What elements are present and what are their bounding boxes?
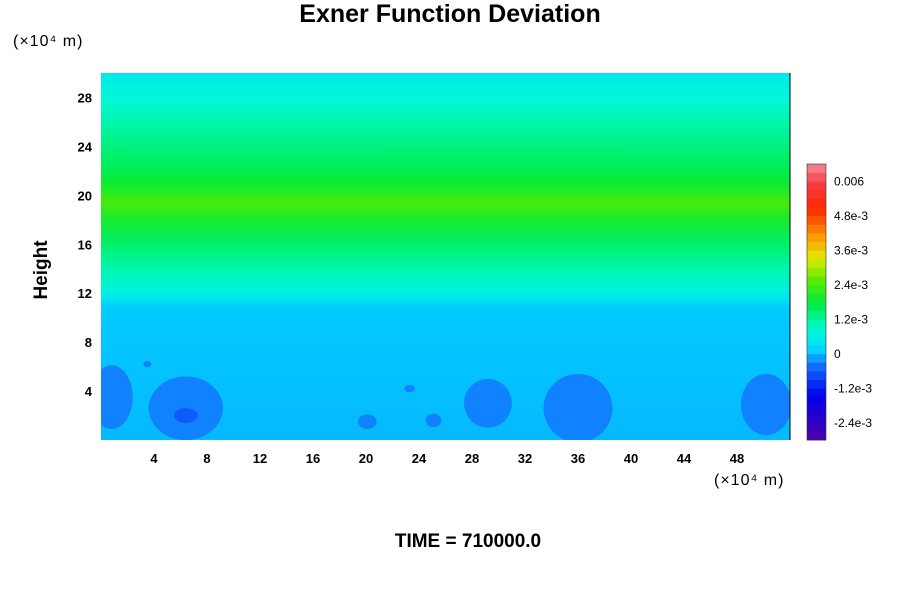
colorbar-level: [807, 189, 826, 199]
anomaly-contour-0: [101, 365, 133, 429]
y-tick-label: 8: [85, 335, 92, 350]
colorbar-tick-label: 3.6e-3: [834, 243, 868, 257]
anomaly-contour-2: [173, 408, 198, 423]
colorbar-level: [807, 345, 826, 355]
colorbar-tick-label: 2.4e-3: [834, 278, 868, 292]
colorbar-level: [807, 422, 826, 432]
y-tick-label: 12: [78, 286, 92, 301]
anomaly-layer: [101, 361, 790, 440]
anomaly-contour-8: [543, 373, 613, 440]
x-tick-labels: 4 8 12 16 20 24 28 32 36 40 44 48: [150, 451, 744, 466]
colorbar-level: [807, 405, 826, 415]
anomaly-contour-1: [148, 376, 223, 440]
x-tick-label: 16: [306, 451, 320, 466]
colorbar-tick-label: -2.4e-3: [834, 416, 872, 430]
colorbar-level: [807, 371, 826, 381]
colorbar-level: [807, 267, 826, 277]
x-tick-label: 48: [730, 451, 744, 466]
colorbar-level: [807, 172, 826, 182]
y-tick-label: 4: [85, 384, 93, 399]
colorbar: [806, 163, 827, 441]
y-tick-label: 24: [78, 139, 93, 154]
colorbar-level: [807, 353, 826, 363]
x-tick-label: 28: [465, 451, 479, 466]
anomaly-contour-4: [358, 414, 377, 429]
x-tick-label: 20: [359, 451, 373, 466]
colorbar-level: [807, 233, 826, 243]
anomaly-contour-3: [143, 361, 152, 368]
colorbar-level: [807, 207, 826, 217]
y-tick-label: 28: [78, 90, 92, 105]
colorbar-level: [807, 310, 826, 320]
colorbar-tick-label: 0: [834, 347, 841, 361]
colorbar-level: [807, 241, 826, 251]
field-background: [101, 73, 790, 440]
chart-title: Exner Function Deviation: [299, 0, 601, 28]
colorbar-level: [807, 327, 826, 337]
colorbar-level: [807, 302, 826, 312]
colorbar-level: [807, 181, 826, 191]
anomaly-contour-7: [464, 378, 512, 428]
colorbar-level: [807, 319, 826, 329]
x-tick-label: 12: [253, 451, 267, 466]
colorbar-level: [807, 276, 826, 286]
colorbar-level: [807, 414, 826, 424]
colorbar-level: [807, 388, 826, 398]
colorbar-level: [807, 293, 826, 303]
colorbar-level: [807, 362, 826, 372]
x-tick-label: 36: [571, 451, 585, 466]
y-tick-labels: 4 8 12 16 20 24 28: [78, 90, 93, 399]
x-tick-label: 40: [624, 451, 638, 466]
colorbar-tick-label: 1.2e-3: [834, 312, 868, 326]
x-tick-label: 8: [203, 451, 210, 466]
anomaly-contour-9: [740, 373, 790, 436]
colorbar-level: [807, 224, 826, 234]
x-tick-label: 32: [518, 451, 532, 466]
y-axis-unit: (×10⁴ m): [13, 33, 84, 50]
colorbar-level: [807, 164, 826, 174]
colorbar-level: [807, 336, 826, 346]
colorbar-level: [807, 258, 826, 268]
colorbar-tick-labels: 0.006 4.8e-3 3.6e-3 2.4e-3 1.2e-3 0 -1.2e-3 -2.…: [834, 174, 872, 430]
colorbar-tick-label: -1.2e-3: [834, 381, 872, 395]
colorbar-tick-label: 4.8e-3: [834, 209, 868, 223]
colorbar-level: [807, 284, 826, 294]
colorbar-level: [807, 250, 826, 260]
y-tick-label: 20: [78, 188, 92, 203]
colorbar-frame: [806, 163, 827, 441]
colorbar-level: [807, 379, 826, 389]
colorbar-tick-label: 0.006: [834, 174, 864, 188]
x-tick-label: 4: [150, 451, 158, 466]
colorbar-level: [807, 431, 826, 441]
colorbar-level: [807, 396, 826, 406]
x-tick-label: 44: [677, 451, 692, 466]
x-tick-label: 24: [412, 451, 427, 466]
anomaly-contour-6: [425, 413, 442, 428]
colorbar-level: [807, 215, 826, 225]
y-tick-label: 16: [78, 237, 92, 252]
anomaly-contour-5: [404, 384, 416, 393]
time-label: TIME = 710000.0: [394, 531, 542, 552]
x-axis-unit: (×10⁴ m): [714, 472, 785, 489]
colorbar-level: [807, 198, 826, 208]
